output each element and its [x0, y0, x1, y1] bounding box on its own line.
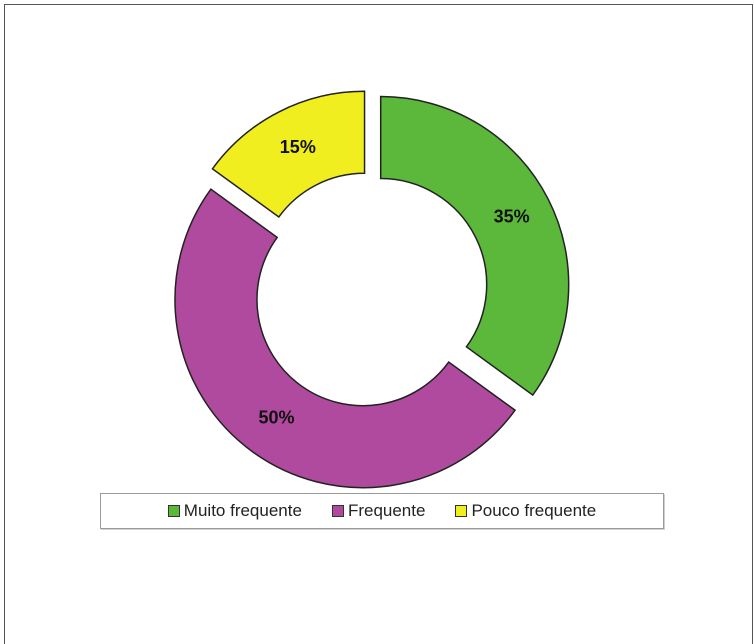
chart-frame: [4, 4, 753, 644]
legend-item-muito-frequente: Muito frequente: [167, 501, 302, 521]
legend-label-muito-frequente: Muito frequente: [183, 501, 302, 520]
legend-item-frequente: Frequente: [331, 501, 426, 521]
data-label-pouco-frequente: 15%: [280, 137, 316, 157]
legend-swatch-muito-frequente: [167, 505, 180, 517]
legend-label-pouco-frequente: Pouco frequente: [471, 501, 597, 520]
legend: Muito frequente Frequente Pouco frequent…: [100, 493, 664, 529]
legend-item-pouco-frequente: Pouco frequente: [455, 501, 596, 521]
legend-label-frequente: Frequente: [347, 501, 426, 520]
data-label-frequente: 50%: [259, 407, 295, 427]
slice-frequente: [174, 188, 517, 489]
legend-swatch-pouco-frequente: [455, 505, 468, 517]
slice-muito-frequente: [379, 95, 570, 397]
donut-chart: 35% 50% 15%: [174, 90, 570, 489]
legend-swatch-frequente: [331, 505, 344, 517]
data-label-muito-frequente: 35%: [494, 207, 530, 227]
slice-pouco-frequente: [211, 90, 366, 219]
